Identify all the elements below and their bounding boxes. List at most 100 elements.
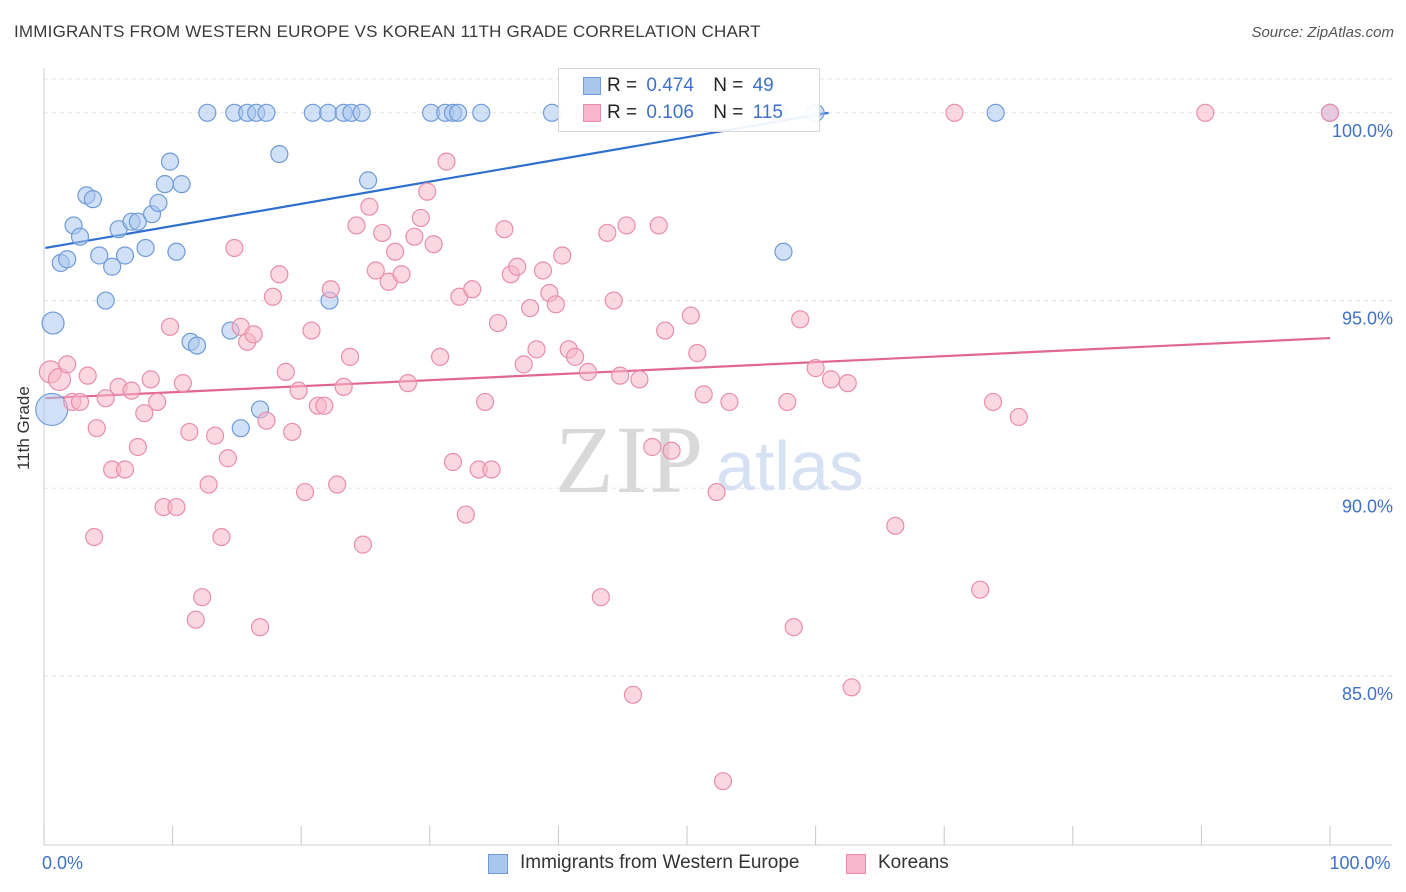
pink-data-point[interactable]	[199, 475, 218, 494]
pink-data-point[interactable]	[263, 287, 283, 306]
pink-data-point[interactable]	[328, 475, 347, 494]
blue-data-point[interactable]	[774, 242, 793, 261]
blue-data-point[interactable]	[70, 227, 90, 246]
pink-data-point[interactable]	[173, 374, 192, 393]
pink-data-point[interactable]	[257, 411, 276, 430]
pink-data-point[interactable]	[838, 374, 857, 393]
blue-data-point[interactable]	[83, 190, 102, 209]
pink-data-point[interactable]	[508, 257, 527, 276]
pink-data-point[interactable]	[482, 460, 501, 479]
pink-data-point[interactable]	[180, 422, 199, 442]
pink-data-point[interactable]	[983, 392, 1003, 412]
pink-data-point[interactable]	[778, 392, 797, 412]
pink-data-point[interactable]	[424, 235, 443, 254]
pink-data-point[interactable]	[128, 437, 147, 457]
pink-data-point[interactable]	[806, 359, 825, 378]
pink-data-point[interactable]	[527, 340, 546, 359]
blue-data-point[interactable]	[58, 250, 77, 269]
blue-data-point[interactable]	[172, 175, 191, 194]
pink-data-point[interactable]	[945, 103, 964, 122]
pink-data-point[interactable]	[617, 216, 636, 235]
blue-data-point[interactable]	[149, 193, 168, 213]
pink-data-point[interactable]	[720, 392, 739, 412]
pink-data-point[interactable]	[78, 366, 97, 385]
pink-data-point[interactable]	[821, 370, 841, 389]
blue-data-point[interactable]	[41, 311, 65, 335]
pink-data-point[interactable]	[1196, 103, 1215, 122]
blue-data-point[interactable]	[257, 103, 276, 122]
pink-data-point[interactable]	[784, 618, 803, 637]
pink-data-point[interactable]	[392, 265, 411, 284]
pink-data-point[interactable]	[630, 370, 649, 389]
pink-data-point[interactable]	[662, 441, 681, 460]
pink-data-point[interactable]	[688, 344, 707, 363]
pink-data-point[interactable]	[456, 505, 475, 524]
pink-data-point[interactable]	[886, 516, 905, 535]
pink-data-point[interactable]	[334, 377, 353, 397]
pink-data-point[interactable]	[649, 216, 668, 235]
pink-data-point[interactable]	[553, 246, 572, 265]
pink-data-point[interactable]	[791, 310, 810, 329]
pink-data-point[interactable]	[115, 460, 135, 479]
pink-data-point[interactable]	[270, 265, 289, 284]
pink-data-point[interactable]	[276, 362, 295, 381]
pink-data-point[interactable]	[87, 419, 106, 438]
pink-data-point[interactable]	[160, 317, 180, 336]
blue-data-point[interactable]	[448, 103, 468, 122]
pink-data-point[interactable]	[611, 366, 630, 385]
blue-data-point[interactable]	[160, 152, 180, 171]
pink-data-point[interactable]	[598, 223, 617, 243]
pink-data-point[interactable]	[135, 404, 154, 423]
pink-data-point[interactable]	[205, 426, 225, 445]
pink-data-point[interactable]	[604, 291, 623, 310]
pink-data-point[interactable]	[58, 355, 77, 374]
pink-data-point[interactable]	[437, 152, 456, 171]
blue-data-point[interactable]	[167, 242, 186, 261]
blue-data-point[interactable]	[35, 392, 69, 427]
blue-data-point[interactable]	[136, 238, 155, 258]
pink-data-point[interactable]	[842, 678, 861, 697]
blue-data-point[interactable]	[115, 246, 135, 265]
pink-data-point[interactable]	[302, 321, 321, 340]
pink-data-point[interactable]	[463, 280, 482, 299]
blue-data-point[interactable]	[231, 419, 250, 438]
blue-data-point[interactable]	[319, 103, 338, 122]
pink-data-point[interactable]	[244, 325, 263, 344]
pink-data-point[interactable]	[495, 220, 514, 239]
blue-data-point[interactable]	[96, 291, 115, 310]
legend-item-koreans[interactable]: Koreans	[846, 852, 949, 874]
pink-data-point[interactable]	[289, 381, 308, 400]
blue-data-point[interactable]	[986, 103, 1005, 122]
pink-data-point[interactable]	[591, 588, 610, 607]
pink-data-point[interactable]	[533, 261, 553, 280]
pink-data-point[interactable]	[148, 392, 167, 412]
pink-data-point[interactable]	[488, 313, 508, 333]
blue-data-point[interactable]	[352, 103, 371, 122]
pink-data-point[interactable]	[340, 347, 360, 366]
pink-data-point[interactable]	[347, 216, 366, 235]
pink-data-point[interactable]	[373, 223, 392, 243]
pink-data-point[interactable]	[694, 385, 713, 404]
pink-data-point[interactable]	[475, 392, 495, 412]
blue-data-point[interactable]	[90, 246, 109, 265]
blue-data-point[interactable]	[198, 103, 217, 122]
blue-data-point[interactable]	[358, 171, 378, 190]
pink-data-point[interactable]	[353, 535, 373, 554]
pink-data-point[interactable]	[193, 588, 212, 607]
pink-data-point[interactable]	[411, 208, 430, 228]
pink-data-point[interactable]	[167, 497, 186, 517]
pink-data-point[interactable]	[385, 242, 405, 261]
pink-data-point[interactable]	[546, 295, 565, 314]
pink-data-point[interactable]	[418, 182, 437, 201]
pink-data-point[interactable]	[578, 362, 598, 381]
pink-data-point[interactable]	[96, 389, 115, 408]
pink-data-point[interactable]	[623, 685, 643, 704]
pink-data-point[interactable]	[521, 298, 540, 318]
pink-data-point[interactable]	[218, 449, 237, 468]
pink-data-point[interactable]	[643, 437, 662, 457]
pink-data-point[interactable]	[283, 422, 302, 442]
blue-data-point[interactable]	[187, 336, 207, 355]
pink-data-point[interactable]	[707, 482, 726, 502]
legend-item-western-europe[interactable]: Immigrants from Western Europe	[488, 852, 799, 874]
pink-data-point[interactable]	[186, 610, 205, 629]
